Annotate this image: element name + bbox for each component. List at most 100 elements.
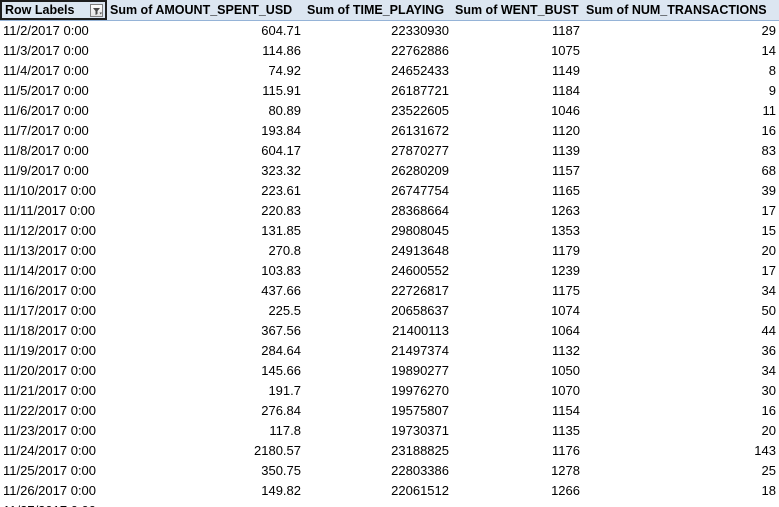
table-row[interactable]: 11/5/2017 0:00 115.91 26187721 1184 9 [0,81,779,101]
amount-spent-cell[interactable]: 145.66 [261,363,301,378]
went-bust-cell[interactable]: 1046 [551,103,580,118]
table-row[interactable]: 11/4/2017 0:00 74.92 24652433 1149 8 [0,61,779,81]
went-bust-header[interactable]: Sum of WENT_BUST [455,3,579,17]
num-transactions-cell[interactable]: 14 [761,43,776,58]
table-row[interactable]: 11/25/2017 0:00 350.75 22803386 1278 25 [0,461,779,481]
amount-spent-cell[interactable]: 323.32 [261,163,301,178]
time-playing-cell[interactable]: 23522605 [391,103,449,118]
table-row[interactable]: 11/23/2017 0:00 117.8 19730371 1135 20 [0,421,779,441]
table-row[interactable]: 11/21/2017 0:00 191.7 19976270 1070 30 [0,381,779,401]
time-playing-cell[interactable]: 22803386 [391,463,449,478]
time-playing-cell[interactable]: 26280209 [391,163,449,178]
num-transactions-cell[interactable]: 83 [761,143,776,158]
time-playing-cell[interactable]: 26187721 [391,83,449,98]
time-playing-cell[interactable]: 21400113 [392,323,449,338]
table-row[interactable]: 11/14/2017 0:00 103.83 24600552 1239 17 [0,261,779,281]
num-transactions-cell[interactable]: 18 [761,483,776,498]
row-label-cell[interactable]: 11/13/2017 0:00 [3,243,97,258]
amount-spent-cell[interactable]: 276.84 [261,403,301,418]
amount-spent-cell[interactable]: 117.8 [269,423,301,438]
num-transactions-cell[interactable]: 11 [762,103,777,118]
time-playing-cell[interactable]: 22330930 [391,23,449,38]
table-row[interactable]: 11/18/2017 0:00 367.56 21400113 1064 44 [0,321,779,341]
table-row[interactable]: 11/16/2017 0:00 437.66 22726817 1175 34 [0,281,779,301]
time-playing-cell[interactable]: 24652433 [391,63,449,78]
went-bust-cell[interactable]: 1176 [552,443,580,458]
table-row[interactable]: 11/9/2017 0:00 323.32 26280209 1157 68 [0,161,779,181]
num-transactions-header[interactable]: Sum of NUM_TRANSACTIONS [586,3,767,17]
row-label-cell[interactable]: 11/22/2017 0:00 [3,403,97,418]
time-playing-cell[interactable]: 27870277 [391,143,449,158]
row-label-cell[interactable]: 11/20/2017 0:00 [3,363,97,378]
num-transactions-cell[interactable]: 16 [761,403,776,418]
amount-spent-cell[interactable]: 114.86 [262,43,301,58]
table-row[interactable]: 11/24/2017 0:00 2180.57 23188825 1176 143 [0,441,779,461]
amount-spent-cell[interactable]: 437.66 [261,283,301,298]
row-label-cell[interactable]: 11/17/2017 0:00 [3,303,97,318]
amount-spent-cell[interactable]: 193.84 [261,123,301,138]
time-playing-cell[interactable]: 19976270 [391,383,449,398]
amount-spent-cell[interactable]: 115.91 [262,83,301,98]
row-labels-header[interactable]: Row Labels [0,0,107,20]
went-bust-cell[interactable]: 1139 [552,143,580,158]
went-bust-cell[interactable]: 1239 [551,263,580,278]
num-transactions-cell[interactable]: 30 [761,383,776,398]
time-playing-cell[interactable]: 19575807 [391,403,449,418]
table-row[interactable]: 11/11/2017 0:00 220.83 28368664 1263 17 [0,201,779,221]
row-label-cell[interactable]: 11/4/2017 0:00 [3,63,89,78]
row-label-cell[interactable]: 11/24/2017 0:00 [3,443,97,458]
amount-spent-cell[interactable]: 131.85 [261,223,301,238]
time-playing-cell[interactable]: 26747754 [391,183,449,198]
time-playing-cell[interactable]: 24600552 [391,263,449,278]
table-row[interactable]: 11/8/2017 0:00 604.17 27870277 1139 83 [0,141,779,161]
table-row[interactable]: 11/7/2017 0:00 193.84 26131672 1120 16 [0,121,779,141]
went-bust-cell[interactable]: 1179 [552,243,580,258]
went-bust-cell[interactable]: 1120 [552,123,580,138]
amount-spent-header[interactable]: Sum of AMOUNT_SPENT_USD [110,3,293,17]
num-transactions-cell[interactable]: 34 [761,283,776,298]
num-transactions-cell[interactable]: 34 [761,363,776,378]
amount-spent-cell[interactable]: 80.89 [268,103,301,118]
row-label-cell[interactable]: 11/18/2017 0:00 [3,323,97,338]
amount-spent-cell[interactable]: 191.7 [268,383,301,398]
num-transactions-cell[interactable]: 20 [761,243,776,258]
row-label-cell[interactable]: 11/2/2017 0:00 [3,23,89,38]
row-label-cell[interactable]: 11/9/2017 0:00 [3,163,89,178]
table-row[interactable]: 11/2/2017 0:00 604.71 22330930 1187 29 [0,21,779,41]
time-playing-cell[interactable]: 22762886 [391,43,449,58]
row-label-cell[interactable]: 11/16/2017 0:00 [3,283,97,298]
went-bust-cell[interactable]: 1154 [552,403,580,418]
time-playing-cell[interactable]: 20658637 [391,303,449,318]
row-label-cell[interactable]: 11/21/2017 0:00 [3,383,97,398]
table-row[interactable]: 11/10/2017 0:00 223.61 26747754 1165 39 [0,181,779,201]
amount-spent-cell[interactable]: 270.8 [268,243,301,258]
table-row[interactable]: 11/26/2017 0:00 149.82 22061512 1266 18 [0,481,779,501]
amount-spent-cell[interactable]: 350.75 [261,463,301,478]
num-transactions-cell[interactable]: 8 [768,63,776,78]
num-transactions-cell[interactable]: 39 [761,183,776,198]
went-bust-cell[interactable]: 1064 [551,323,580,338]
amount-spent-cell[interactable]: 2180.57 [254,443,301,458]
num-transactions-cell[interactable]: 68 [761,163,776,178]
num-transactions-cell[interactable]: 20 [761,423,776,438]
row-label-cell[interactable]: 11/6/2017 0:00 [3,103,89,118]
went-bust-cell[interactable]: 1149 [552,63,580,78]
num-transactions-cell[interactable]: 17 [761,263,776,278]
went-bust-cell[interactable]: 1184 [552,83,580,98]
table-row[interactable]: 11/6/2017 0:00 80.89 23522605 1046 11 [0,101,779,121]
table-row[interactable]: 11/17/2017 0:00 225.5 20658637 1074 50 [0,301,779,321]
went-bust-cell[interactable]: 1074 [551,303,580,318]
amount-spent-cell[interactable]: 149.82 [261,483,301,498]
went-bust-cell[interactable]: 1132 [552,343,580,358]
row-label-cell[interactable]: 11/5/2017 0:00 [3,83,89,98]
went-bust-cell[interactable]: 1175 [552,283,580,298]
row-label-cell[interactable]: 11/7/2017 0:00 [3,123,89,138]
time-playing-cell[interactable]: 23188825 [391,443,449,458]
time-playing-cell[interactable]: 22061512 [391,483,449,498]
time-playing-cell[interactable]: 26131672 [391,123,449,138]
num-transactions-cell[interactable]: 9 [768,83,776,98]
table-row[interactable]: 11/20/2017 0:00 145.66 19890277 1050 34 [0,361,779,381]
went-bust-cell[interactable]: 1135 [552,423,580,438]
num-transactions-cell[interactable]: 44 [761,323,776,338]
went-bust-cell[interactable]: 1157 [552,163,580,178]
